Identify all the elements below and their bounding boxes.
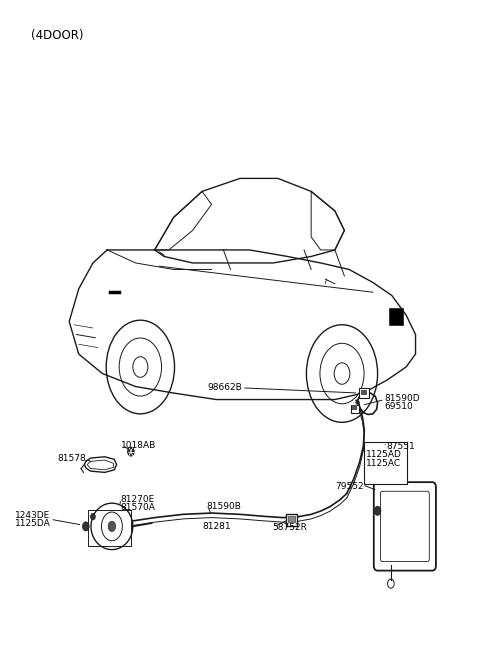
Text: 81590D: 81590D <box>384 394 420 403</box>
FancyBboxPatch shape <box>381 491 429 562</box>
Text: 87551: 87551 <box>386 442 415 451</box>
Bar <box>360 390 367 395</box>
Circle shape <box>83 522 89 531</box>
Bar <box>364 442 407 484</box>
Text: 81590B: 81590B <box>207 502 241 512</box>
Circle shape <box>91 514 96 520</box>
Bar <box>350 405 359 413</box>
Bar <box>286 514 297 525</box>
Bar <box>389 308 403 325</box>
FancyBboxPatch shape <box>374 482 436 571</box>
Bar <box>359 388 369 398</box>
Text: 1243DE: 1243DE <box>15 511 50 520</box>
Bar <box>288 516 295 522</box>
Text: 1125AC: 1125AC <box>366 459 401 468</box>
Circle shape <box>128 447 134 456</box>
Bar <box>352 405 357 410</box>
Circle shape <box>108 521 116 531</box>
Text: (4DOOR): (4DOOR) <box>31 29 84 41</box>
Text: 98662B: 98662B <box>208 383 242 392</box>
Text: 79552: 79552 <box>335 482 363 491</box>
Bar <box>88 510 131 546</box>
Text: 58752R: 58752R <box>272 523 307 532</box>
Circle shape <box>374 506 381 516</box>
Text: 81578: 81578 <box>57 453 86 462</box>
Text: 1125DA: 1125DA <box>14 520 50 528</box>
Text: 81270E: 81270E <box>120 495 155 504</box>
Text: 1018AB: 1018AB <box>121 441 156 449</box>
Text: 81281: 81281 <box>202 522 231 531</box>
Text: 69510: 69510 <box>384 401 413 411</box>
Text: 81570A: 81570A <box>120 503 156 512</box>
Text: 1125AD: 1125AD <box>366 450 402 459</box>
